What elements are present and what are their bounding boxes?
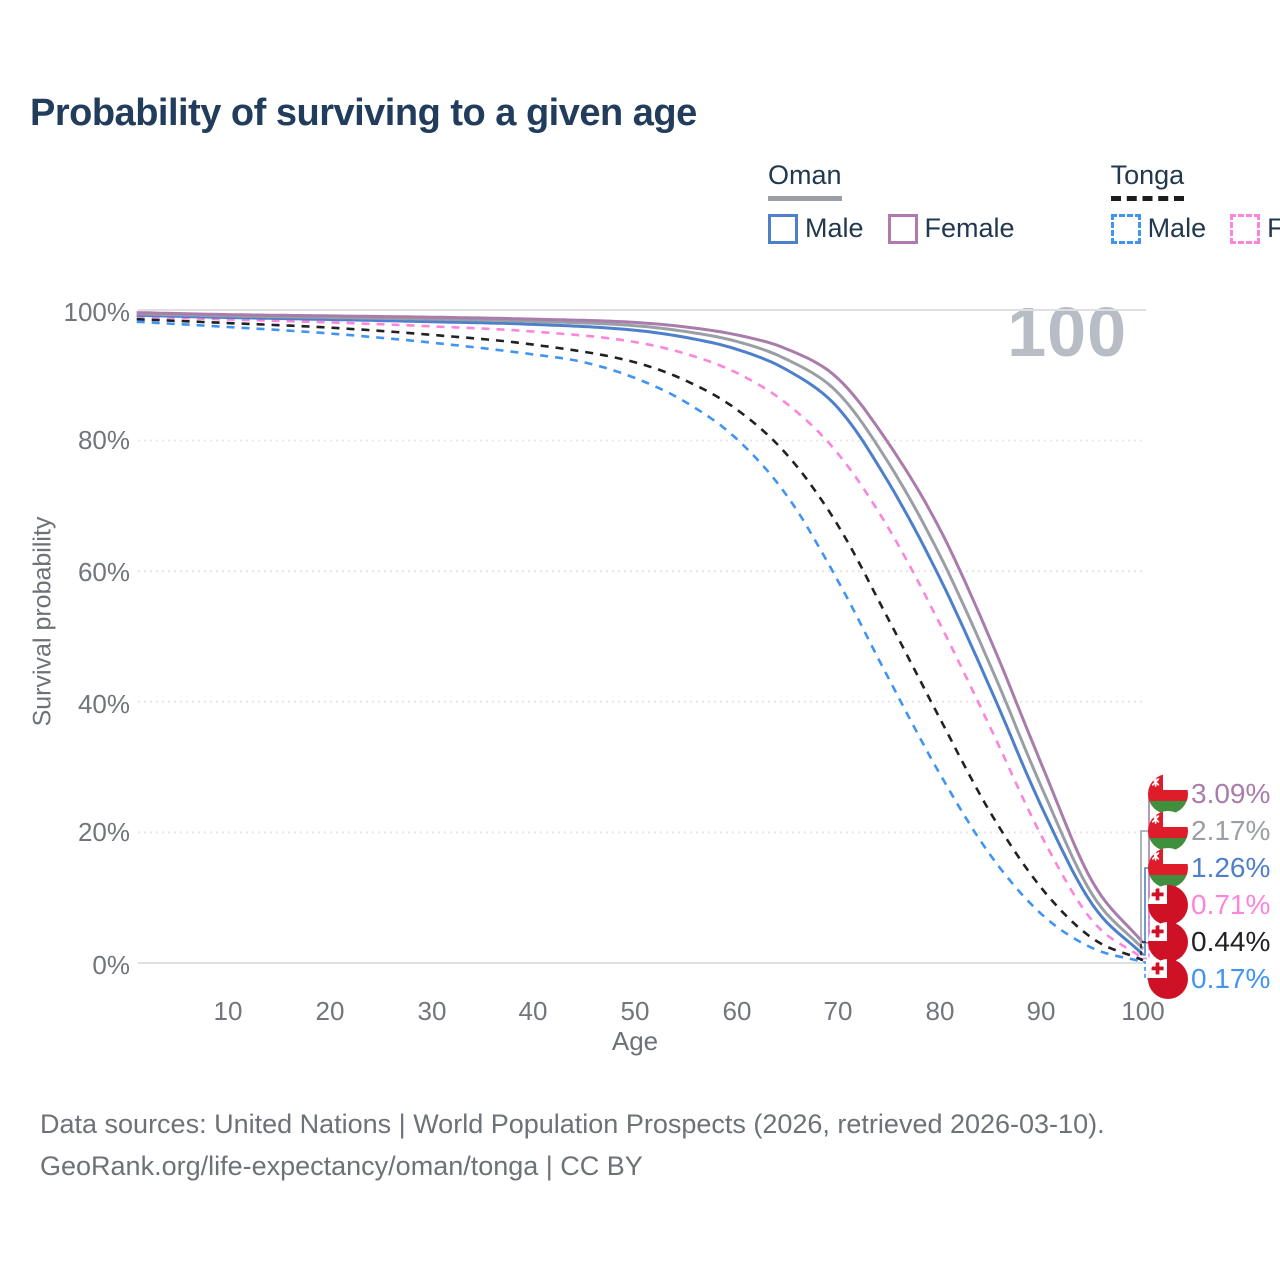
legend: Oman Male Female Tonga Male Female bbox=[768, 160, 1280, 244]
y-tick-0: 0% bbox=[92, 950, 130, 980]
y-tick-80: 80% bbox=[77, 425, 130, 455]
survival-probability-chart bbox=[136, 309, 1153, 980]
curve-oman-all[interactable] bbox=[136, 312, 1145, 950]
end-value-oman-male: 1.26% bbox=[1191, 852, 1271, 883]
legend-swatch-oman-male[interactable] bbox=[768, 213, 798, 244]
oman-flag-icon bbox=[1148, 848, 1188, 888]
y-tick-20: 20% bbox=[77, 817, 130, 847]
end-label-tonga-male: 0.17% bbox=[1148, 959, 1270, 999]
x-tick-10: 10 bbox=[213, 996, 243, 1026]
curve-oman-male[interactable] bbox=[136, 313, 1145, 956]
end-value-tonga-female: 0.71% bbox=[1191, 889, 1271, 920]
age-counter-watermark: 100 bbox=[1007, 293, 1127, 371]
y-axis-title: Survival probability bbox=[28, 516, 57, 727]
x-tick-60: 60 bbox=[722, 996, 752, 1026]
tonga-flag-icon bbox=[1148, 922, 1188, 962]
data-source-line2[interactable]: GeoRank.org/life-expectancy/oman/tonga |… bbox=[40, 1151, 643, 1181]
legend-label-oman-female[interactable]: Female bbox=[924, 213, 1015, 243]
x-tick-100: 100 bbox=[1121, 996, 1165, 1026]
x-tick-90: 90 bbox=[1026, 996, 1056, 1026]
legend-label-oman-male[interactable]: Male bbox=[805, 213, 864, 243]
end-label-oman-female: 3.09% bbox=[1148, 774, 1270, 814]
legend-swatch-tonga-male[interactable] bbox=[1110, 213, 1141, 244]
oman-flag-icon bbox=[1148, 774, 1188, 814]
end-connector-oman-all bbox=[1140, 830, 1153, 950]
x-tick-40: 40 bbox=[518, 996, 548, 1026]
legend-group-oman: Oman Male Female bbox=[768, 160, 1039, 244]
y-tick-40: 40% bbox=[77, 689, 130, 719]
end-label-tonga-all: 0.44% bbox=[1148, 922, 1270, 962]
y-tick-60: 60% bbox=[77, 557, 130, 587]
tonga-flag-icon bbox=[1148, 885, 1188, 925]
oman-flag-icon bbox=[1148, 811, 1188, 851]
curve-oman-female[interactable] bbox=[136, 311, 1145, 944]
x-tick-20: 20 bbox=[315, 996, 345, 1026]
end-label-oman-male: 1.26% bbox=[1148, 848, 1270, 888]
end-value-oman-female: 3.09% bbox=[1191, 778, 1271, 809]
end-label-tonga-female: 0.71% bbox=[1148, 885, 1270, 925]
end-connector-tonga-all bbox=[1140, 941, 1153, 961]
x-axis-title: Age bbox=[611, 1026, 659, 1056]
legend-swatch-oman-female[interactable] bbox=[887, 213, 918, 244]
data-source-line1: Data sources: United Nations | World Pop… bbox=[40, 1109, 1105, 1139]
curve-tonga-all[interactable] bbox=[136, 317, 1144, 962]
end-value-tonga-male: 0.17% bbox=[1191, 963, 1271, 994]
page-title: Probability of surviving to a given age bbox=[30, 92, 697, 134]
x-tick-30: 30 bbox=[417, 996, 447, 1026]
x-tick-50: 50 bbox=[620, 996, 650, 1026]
x-tick-70: 70 bbox=[823, 996, 853, 1026]
end-connector-tonga-female bbox=[1143, 904, 1153, 960]
legend-heading-tonga[interactable]: Tonga bbox=[1110, 160, 1185, 201]
legend-label-tonga-male[interactable]: Male bbox=[1147, 213, 1207, 243]
legend-heading-oman[interactable]: Oman bbox=[768, 160, 842, 201]
legend-group-tonga: Tonga Male Female bbox=[1110, 160, 1280, 244]
curve-tonga-male[interactable] bbox=[136, 320, 1144, 964]
y-tick-100: 100% bbox=[63, 297, 131, 327]
end-value-oman-all: 2.17% bbox=[1191, 815, 1271, 846]
end-label-oman-all: 2.17% bbox=[1148, 811, 1270, 851]
data-source-note: Data sources: United Nations | World Pop… bbox=[40, 1103, 1105, 1187]
legend-swatch-tonga-female[interactable] bbox=[1230, 213, 1261, 244]
tonga-flag-icon bbox=[1148, 959, 1188, 999]
end-value-tonga-all: 0.44% bbox=[1191, 926, 1271, 957]
curve-tonga-female[interactable] bbox=[136, 315, 1144, 960]
legend-label-tonga-female[interactable]: Female bbox=[1267, 213, 1280, 243]
x-tick-80: 80 bbox=[925, 996, 955, 1026]
